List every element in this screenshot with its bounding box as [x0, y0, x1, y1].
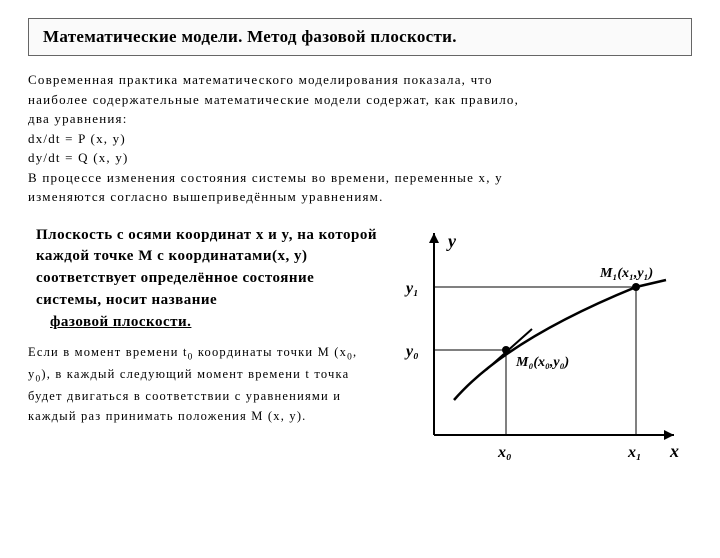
- followup-paragraph: Если в момент времени t0 координаты точк…: [28, 343, 378, 426]
- page-title: Математические модели. Метод фазовой пло…: [28, 18, 692, 56]
- svg-text:x₀: x₀: [497, 444, 512, 461]
- svg-text:y₁: y₁: [404, 280, 419, 297]
- definition-text: Плоскость с осями координат x и y, на ко…: [36, 227, 377, 308]
- svg-text:x: x: [669, 441, 679, 461]
- svg-text:M₁(x₁,y₁): M₁(x₁,y₁): [599, 266, 653, 281]
- svg-text:M₀(x₀,y₀): M₀(x₀,y₀): [515, 355, 569, 370]
- svg-text:y₀: y₀: [404, 343, 419, 360]
- svg-text:y: y: [446, 231, 457, 251]
- svg-text:x₁: x₁: [627, 444, 642, 461]
- definition-term: фазовой плоскости.: [36, 312, 191, 334]
- phase-plane-chart: y x x₀ x₁ y₀ y₁ M₀(x₀,y₀) M₁(x₁,y₁): [396, 225, 686, 475]
- definition-block: Плоскость с осями координат x и y, на ко…: [28, 225, 378, 334]
- intro-paragraph: Современная практика математического мод…: [28, 70, 692, 207]
